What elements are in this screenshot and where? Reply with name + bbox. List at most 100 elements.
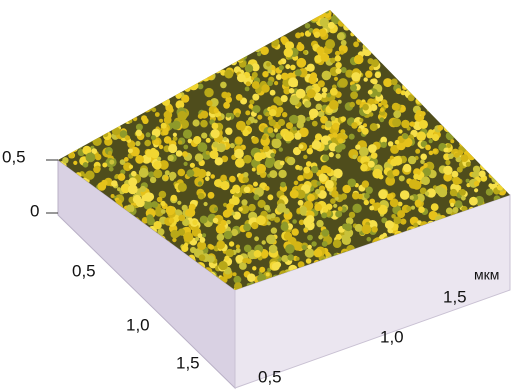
grain	[100, 97, 107, 104]
grain	[204, 28, 211, 35]
grain	[469, 32, 476, 39]
grain	[138, 33, 147, 42]
grain	[63, 6, 73, 16]
grain	[94, 75, 101, 82]
grain	[357, 128, 361, 132]
grain	[498, 44, 508, 54]
grain	[494, 137, 503, 146]
grain	[63, 83, 69, 89]
grain	[479, 170, 486, 177]
grain	[497, 73, 503, 79]
grain	[492, 73, 496, 77]
grain	[147, 59, 152, 64]
grain	[473, 28, 480, 35]
grain	[125, 63, 130, 68]
grain	[198, 12, 206, 20]
grain	[87, 42, 95, 50]
grain	[133, 81, 137, 85]
grain	[315, 189, 320, 194]
grain	[402, 82, 410, 90]
grain	[311, 13, 320, 22]
grain	[242, 130, 249, 137]
grain	[406, 12, 415, 21]
grain	[420, 64, 429, 73]
grain	[411, 206, 415, 210]
grain	[209, 245, 214, 250]
grain	[83, 174, 87, 178]
grain	[231, 212, 235, 216]
grain	[406, 39, 416, 49]
grain	[457, 125, 463, 131]
grain	[198, 14, 205, 21]
grain	[368, 144, 377, 153]
grain	[125, 135, 130, 140]
z-tick-label: 0	[30, 201, 39, 220]
grain	[111, 194, 115, 198]
grain	[56, 237, 62, 243]
grain	[301, 17, 306, 22]
grain	[497, 133, 507, 143]
grain	[454, 200, 462, 208]
grain	[104, 8, 110, 14]
grain	[103, 69, 109, 75]
grain	[94, 112, 98, 116]
grain	[117, 100, 124, 107]
grain	[100, 40, 108, 48]
grain	[165, 12, 174, 21]
grain	[195, 237, 199, 241]
grain	[96, 105, 101, 110]
grain	[491, 174, 499, 182]
grain	[189, 61, 194, 66]
grain	[63, 36, 71, 44]
grain	[413, 223, 418, 228]
grain	[262, 135, 267, 140]
grain	[69, 87, 77, 95]
grain	[272, 263, 280, 271]
grain	[325, 167, 332, 174]
grain	[464, 31, 470, 37]
grain	[218, 47, 225, 54]
grain	[356, 22, 361, 27]
grain	[288, 20, 292, 24]
grain	[450, 88, 459, 97]
grain	[307, 235, 313, 241]
grain	[59, 270, 64, 275]
grain	[252, 94, 259, 101]
grain	[118, 98, 127, 107]
grain	[105, 15, 110, 20]
grain	[214, 51, 221, 58]
grain	[166, 206, 175, 215]
grain	[318, 235, 323, 240]
grain	[233, 54, 237, 58]
grain	[430, 65, 434, 69]
grain	[136, 81, 141, 86]
grain	[108, 122, 115, 129]
grain	[435, 85, 440, 90]
grain	[251, 222, 258, 229]
grain	[274, 12, 282, 20]
grain	[184, 162, 188, 166]
grain	[153, 221, 161, 229]
grain	[73, 128, 80, 135]
grain	[149, 86, 155, 92]
grain	[355, 224, 363, 232]
grain	[59, 268, 65, 274]
grain	[153, 169, 162, 178]
grain	[114, 31, 122, 39]
grain	[129, 165, 133, 169]
grain	[491, 158, 497, 164]
grain	[55, 139, 62, 146]
grain	[260, 33, 265, 38]
grain	[414, 16, 420, 22]
grain	[362, 128, 369, 135]
grain	[362, 180, 369, 187]
grain	[325, 180, 334, 189]
grain	[477, 24, 481, 28]
grain	[188, 12, 198, 22]
grain	[372, 169, 382, 179]
grain	[334, 77, 338, 81]
grain	[387, 193, 394, 200]
grain	[433, 149, 437, 153]
grain	[235, 11, 243, 19]
grain	[224, 70, 233, 79]
